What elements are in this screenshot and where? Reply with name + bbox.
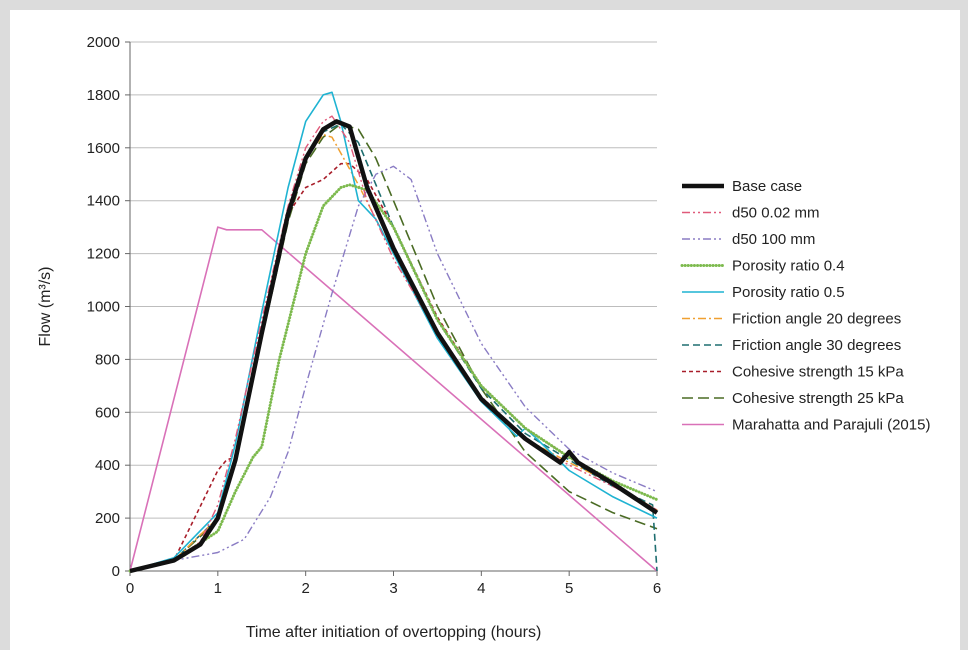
y-tick-label: 800 [95, 351, 120, 368]
series-line [129, 123, 658, 572]
x-tick-labels: 0 1 2 3 4 5 6 [126, 580, 661, 597]
y-tick-label: 1200 [87, 246, 120, 263]
chart-frame: 0 200 400 600 800 1000 1200 1400 1600 1800 2000 0 1… [10, 10, 960, 650]
y-tick-label: 1000 [87, 299, 120, 316]
legend-label: Porosity ratio 0.4 [732, 258, 845, 275]
legend: Base case d50 0.02 mm d50 100 mm Porosity r… [680, 178, 930, 434]
y-tick-label: 1800 [87, 87, 120, 104]
flow-chart: 0 200 400 600 800 1000 1200 1400 1600 1800 2000 0 1… [37, 34, 930, 641]
y-axis-title: Flow (m³/s) [37, 267, 54, 347]
axes [125, 41, 658, 576]
legend-label: Base case [732, 178, 802, 195]
series-line [129, 91, 658, 572]
series-line [128, 183, 659, 573]
y-tick-labels: 0 200 400 600 800 1000 1200 1400 1600 1800 2000 [87, 34, 120, 580]
y-tick-label: 200 [95, 510, 120, 527]
x-tick-label: 0 [126, 580, 134, 597]
series-line [129, 226, 658, 572]
legend-label: Porosity ratio 0.5 [732, 284, 845, 301]
x-tick-label: 5 [565, 580, 573, 597]
x-tick-label: 2 [301, 580, 309, 597]
x-tick-label: 4 [477, 580, 485, 597]
y-tick-label: 0 [112, 563, 120, 580]
y-tick-label: 1400 [87, 193, 120, 210]
grid-lines [130, 41, 657, 519]
series-line [129, 123, 658, 572]
legend-label: Cohesive strength 25 kPa [732, 390, 904, 407]
y-tick-label: 2000 [87, 34, 120, 51]
legend-label: Cohesive strength 15 kPa [732, 364, 904, 381]
y-tick-label: 400 [95, 457, 120, 474]
x-tick-label: 1 [214, 580, 222, 597]
series-line [129, 133, 658, 572]
legend-label: Marahatta and Parajuli (2015) [732, 417, 930, 434]
x-tick-label: 3 [389, 580, 397, 597]
x-tick-label: 6 [653, 580, 661, 597]
legend-label: Friction angle 20 degrees [732, 311, 901, 328]
y-tick-label: 1600 [87, 140, 120, 157]
legend-label: d50 100 mm [732, 231, 815, 248]
legend-label: Friction angle 30 degrees [732, 337, 901, 354]
legend-label: d50 0.02 mm [732, 205, 820, 222]
series-lines [128, 91, 659, 574]
y-tick-label: 600 [95, 404, 120, 421]
series-line [129, 119, 659, 574]
x-axis-title: Time after initiation of overtopping (ho… [246, 624, 542, 641]
